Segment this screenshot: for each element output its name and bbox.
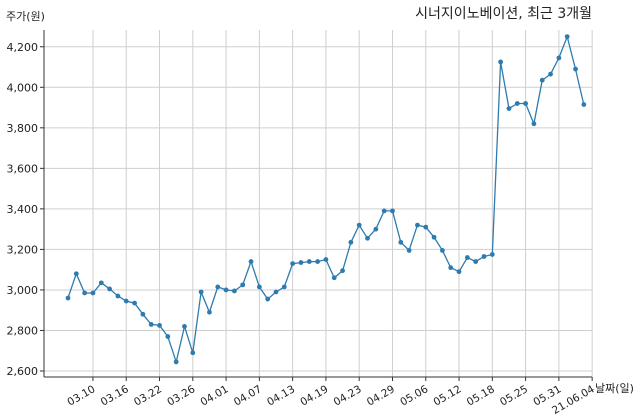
data-point: [98, 280, 104, 286]
data-point: [556, 55, 562, 61]
data-point: [248, 259, 254, 264]
y-tick-label: 4,200: [7, 41, 39, 54]
data-point: [373, 226, 379, 232]
data-point: [107, 286, 112, 292]
data-point: [581, 102, 587, 107]
data-point: [123, 298, 129, 304]
data-point: [531, 121, 537, 127]
y-tick-label: 3,000: [7, 284, 39, 297]
data-point: [523, 101, 528, 106]
data-point: [140, 311, 146, 317]
x-tick-label: 04.13: [265, 383, 297, 408]
data-point: [464, 255, 470, 260]
x-tick-label: 04.07: [232, 383, 264, 408]
data-point: [65, 295, 71, 301]
x-tick-label: 05.25: [498, 383, 530, 408]
data-point: [348, 239, 354, 245]
x-tick-label: 03.16: [99, 383, 131, 409]
data-point: [440, 248, 445, 253]
y-tick-labels: 2,600 2,800 3,000 3,200 3,400 3,600 3,800 4,000…: [7, 41, 39, 378]
grid-lines: [44, 30, 593, 377]
data-points: [65, 34, 587, 365]
data-point: [290, 261, 296, 266]
data-point: [298, 260, 304, 265]
x-tick-label: 05.06: [398, 383, 430, 409]
y-tick-label: 3,800: [7, 122, 39, 135]
data-point: [406, 248, 412, 253]
data-point: [281, 284, 287, 290]
data-point: [381, 208, 387, 214]
data-point: [431, 234, 437, 240]
data-point: [514, 101, 520, 106]
data-point: [415, 222, 420, 228]
x-tick-label: 04.01: [199, 383, 231, 408]
data-point: [340, 268, 345, 274]
data-point: [223, 287, 229, 293]
data-point: [73, 271, 79, 277]
y-tick-label: 3,400: [7, 203, 39, 216]
data-point: [182, 324, 187, 329]
data-point: [423, 224, 429, 230]
x-tick-labels: 03.10 03.16 03.22 03.26 04.01 04.07 04.13 04.19…: [65, 383, 597, 417]
x-axis-label: 날짜(일): [595, 381, 634, 395]
x-tick-label: 04.29: [365, 383, 397, 408]
data-point: [323, 257, 329, 262]
data-point: [315, 259, 320, 264]
data-point: [306, 259, 312, 264]
data-point: [273, 289, 279, 295]
y-tick-label: 2,600: [7, 365, 39, 378]
data-point: [232, 288, 237, 294]
data-point: [573, 66, 578, 72]
x-tick-label: 03.26: [165, 383, 197, 409]
x-tick-label: 03.22: [132, 383, 164, 408]
data-point: [390, 208, 395, 214]
axes: [40, 30, 593, 381]
data-point: [265, 296, 271, 302]
data-point: [365, 235, 370, 241]
data-point: [90, 290, 96, 296]
data-point: [489, 252, 495, 257]
x-tick-label: 04.19: [298, 383, 330, 408]
data-point: [165, 334, 171, 339]
data-point: [398, 239, 404, 245]
data-point: [564, 34, 570, 40]
data-point: [331, 275, 337, 281]
data-point: [190, 350, 196, 356]
data-point: [456, 269, 462, 275]
data-point: [157, 323, 162, 328]
data-point: [256, 284, 262, 290]
x-tick-label: 03.10: [65, 383, 97, 408]
data-point: [115, 293, 121, 299]
data-point: [498, 59, 504, 65]
y-tick-label: 3,200: [7, 243, 39, 256]
x-tick-label: 04.23: [332, 383, 364, 408]
data-point: [356, 222, 362, 228]
chart-title: 시너지이노베이션, 최근 3개월: [415, 6, 592, 22]
data-point: [473, 259, 479, 264]
data-point: [539, 77, 545, 83]
data-point: [548, 71, 553, 77]
x-tick-label: 05.18: [465, 383, 497, 408]
y-tick-label: 4,000: [7, 81, 39, 94]
y-axis-label: 주가(원): [6, 10, 45, 23]
data-point: [148, 321, 154, 327]
data-point: [207, 309, 212, 315]
data-point: [82, 290, 88, 296]
data-point: [215, 284, 221, 290]
data-point: [448, 265, 454, 271]
y-tick-label: 2,800: [7, 324, 39, 337]
data-point: [506, 106, 512, 111]
data-point: [173, 359, 179, 365]
y-tick-label: 3,600: [7, 162, 39, 175]
data-point: [481, 254, 487, 259]
x-tick-label: 05.12: [432, 383, 464, 408]
data-point: [198, 289, 204, 295]
data-point: [132, 300, 137, 306]
data-point: [240, 282, 246, 288]
